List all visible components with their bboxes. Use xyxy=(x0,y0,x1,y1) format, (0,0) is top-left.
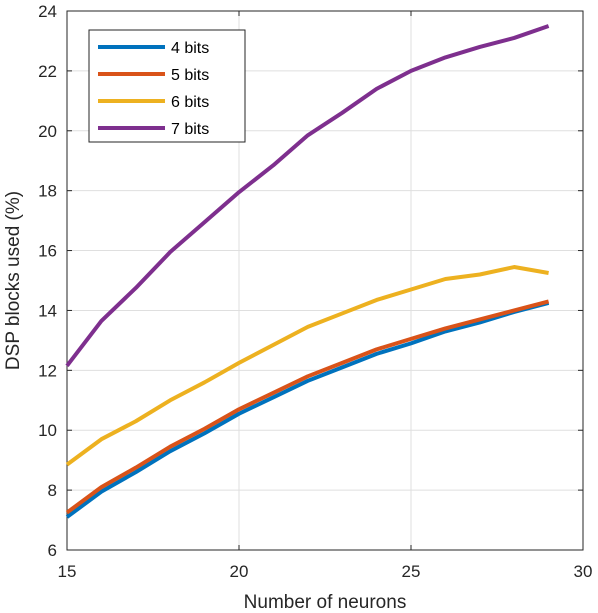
x-tick-label: 15 xyxy=(58,562,77,581)
y-tick-label: 22 xyxy=(38,62,57,81)
x-tick-label: 30 xyxy=(574,562,593,581)
series-line-3 xyxy=(65,265,549,467)
y-tick-label: 24 xyxy=(38,2,57,21)
y-tick-label: 20 xyxy=(38,122,57,141)
legend: 4 bits 5 bits 6 bits 7 bits xyxy=(88,29,246,143)
y-axis-label: DSP blocks used (%) xyxy=(3,191,24,370)
y-tick-label: 16 xyxy=(38,242,57,261)
y-tick-label: 8 xyxy=(48,481,57,500)
x-tick-label: 20 xyxy=(230,562,249,581)
y-tick-label: 12 xyxy=(38,361,57,380)
y-tick-label: 18 xyxy=(38,182,57,201)
legend-label: 7 bits xyxy=(171,121,209,138)
y-tick-label: 14 xyxy=(38,301,57,320)
x-axis-label: Number of neurons xyxy=(244,592,407,613)
legend-label: 5 bits xyxy=(171,67,209,84)
y-tick-label: 6 xyxy=(48,541,57,560)
series-lines xyxy=(65,24,550,519)
legend-label: 4 bits xyxy=(171,40,209,57)
series-line-4 xyxy=(65,24,550,368)
legend-label: 6 bits xyxy=(171,94,209,111)
x-tick-label: 25 xyxy=(402,562,421,581)
y-tick-label: 10 xyxy=(38,421,57,440)
axis-ticks: 15 20 25 30 6 8 10 12 14 16 18 20 22 24 xyxy=(38,2,592,581)
series-line-2 xyxy=(65,299,550,515)
series-line-1 xyxy=(65,301,550,519)
plot-area xyxy=(66,10,584,551)
